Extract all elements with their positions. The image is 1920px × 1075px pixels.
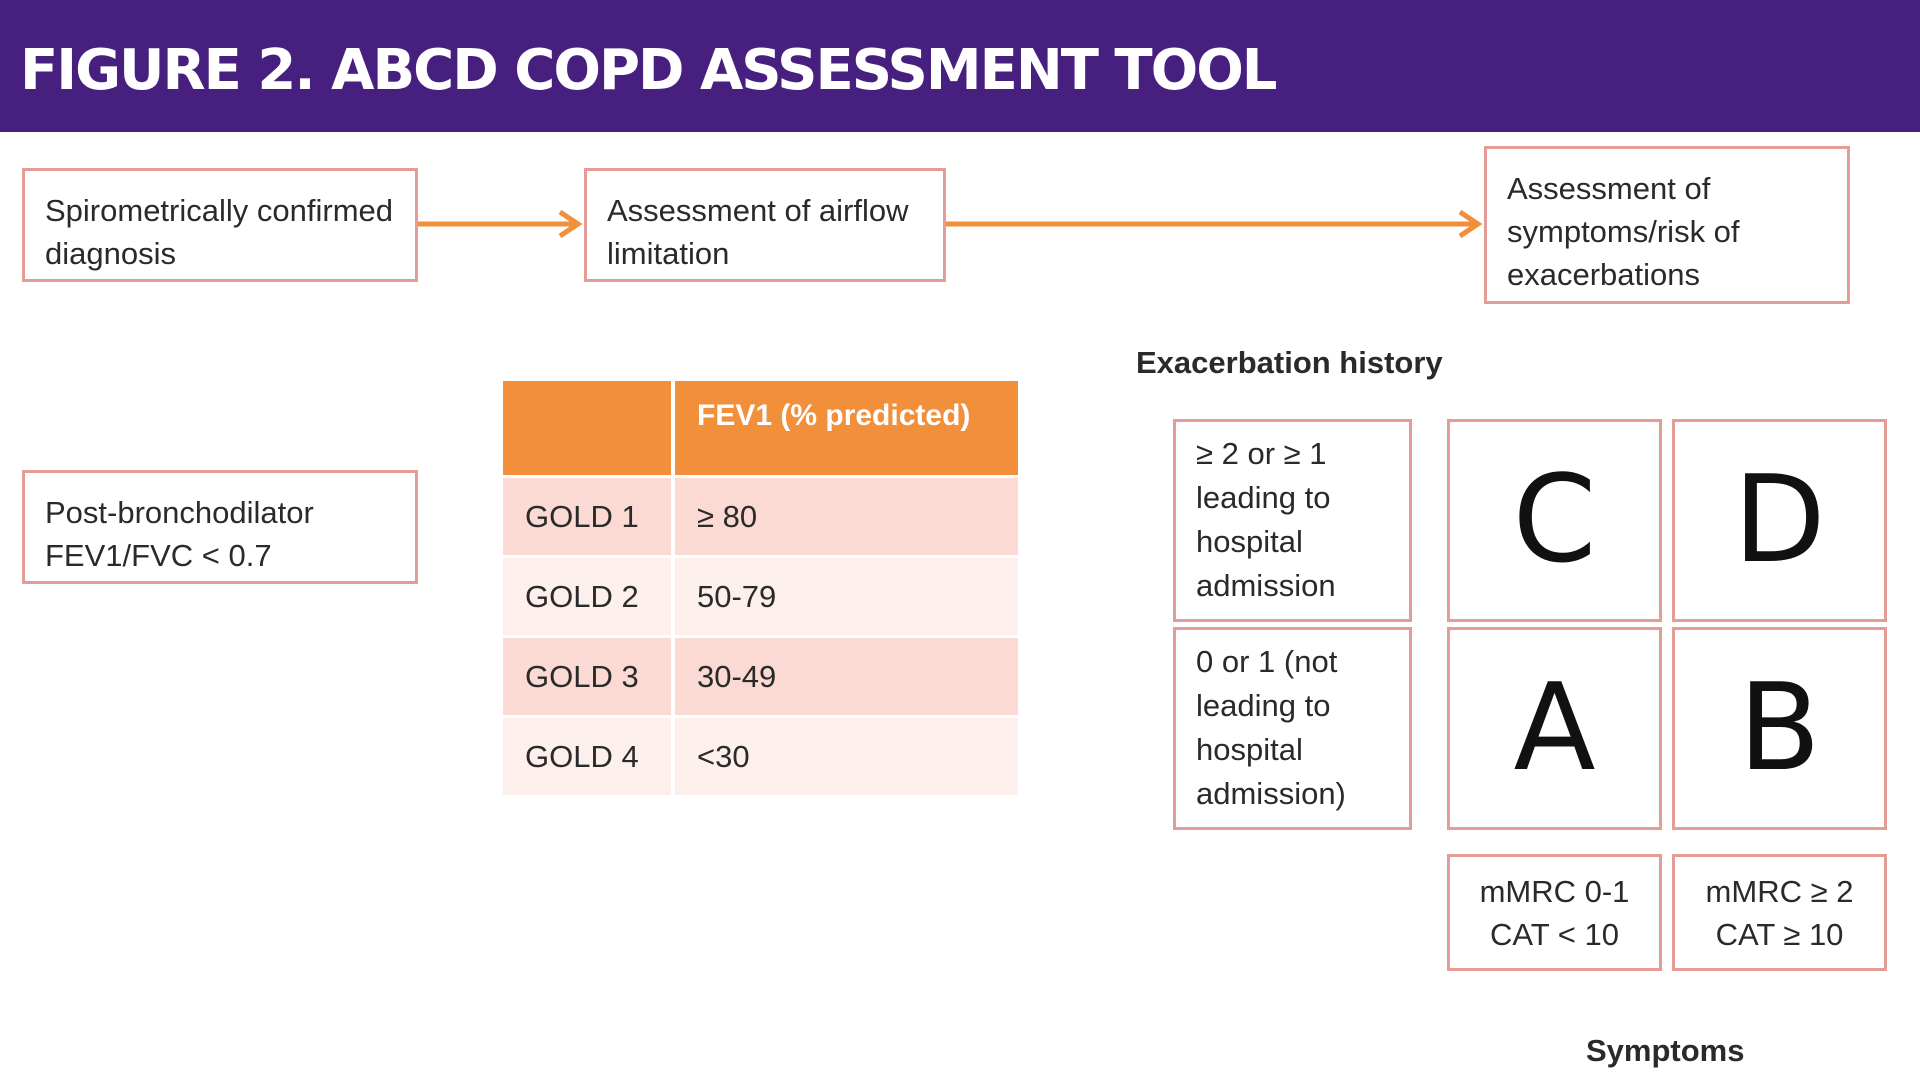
- table-header-fev1: FEV1 (% predicted): [675, 381, 1018, 475]
- gold-grade-cell: GOLD 3: [503, 635, 675, 715]
- gold-grade-table: FEV1 (% predicted) GOLD 1 ≥ 80 GOLD 2 50…: [503, 381, 1018, 795]
- fev1-value-cell: 30-49: [675, 635, 1018, 715]
- symptoms-low-label: mMRC 0-1 CAT < 10: [1447, 854, 1662, 971]
- group-b-letter: B: [1738, 659, 1821, 798]
- table-row: GOLD 1 ≥ 80: [503, 475, 1018, 555]
- step-spirometric-diagnosis-text: Spirometrically confirmed diagnosis: [45, 193, 393, 271]
- figure-title: FIGURE 2. ABCD COPD ASSESSMENT TOOL: [20, 38, 1277, 103]
- arrow-airflow-to-symptoms: [946, 209, 1483, 239]
- group-b-cell: B: [1672, 627, 1887, 830]
- exacerbation-low-risk-text: 0 or 1 (not leading to hospital admissio…: [1196, 644, 1346, 811]
- group-d-cell: D: [1672, 419, 1887, 622]
- fev1-value-cell: <30: [675, 715, 1018, 795]
- step-airflow-assessment: Assessment of airflow limitation: [584, 168, 946, 282]
- exacerbation-high-risk-label: ≥ 2 or ≥ 1 leading to hospital admission: [1173, 419, 1412, 622]
- symptoms-low-mmrc: mMRC 0-1: [1479, 873, 1630, 909]
- step-symptoms-risk-assessment: Assessment of symptoms/risk of exacerbat…: [1484, 146, 1850, 304]
- symptoms-high-cat: CAT ≥ 10: [1715, 916, 1844, 952]
- fev1-value-cell: 50-79: [675, 555, 1018, 635]
- group-d-letter: D: [1733, 451, 1826, 590]
- exacerbation-high-risk-text: ≥ 2 or ≥ 1 leading to hospital admission: [1196, 436, 1336, 603]
- symptoms-axis-title: Symptoms: [1586, 1033, 1745, 1068]
- symptoms-high-mmrc: mMRC ≥ 2: [1705, 873, 1854, 909]
- table-header-blank: [503, 381, 675, 475]
- group-c-letter: C: [1512, 451, 1597, 590]
- table-row: GOLD 3 30-49: [503, 635, 1018, 715]
- step-spirometric-diagnosis: Spirometrically confirmed diagnosis: [22, 168, 418, 282]
- symptoms-high-label: mMRC ≥ 2 CAT ≥ 10: [1672, 854, 1887, 971]
- table-row: GOLD 2 50-79: [503, 555, 1018, 635]
- exacerbation-history-title: Exacerbation history: [1136, 345, 1443, 380]
- table-row: GOLD 4 <30: [503, 715, 1018, 795]
- group-a-letter: A: [1513, 659, 1596, 798]
- gold-grade-cell: GOLD 4: [503, 715, 675, 795]
- arrow-diagnosis-to-airflow: [418, 209, 583, 239]
- group-a-cell: A: [1447, 627, 1662, 830]
- title-banner: FIGURE 2. ABCD COPD ASSESSMENT TOOL: [0, 0, 1920, 132]
- step-airflow-assessment-text: Assessment of airflow limitation: [607, 193, 909, 271]
- table-header-row: FEV1 (% predicted): [503, 381, 1018, 475]
- symptoms-low-cat: CAT < 10: [1490, 916, 1619, 952]
- step-symptoms-risk-assessment-text: Assessment of symptoms/risk of exacerbat…: [1507, 171, 1740, 292]
- gold-grade-cell: GOLD 2: [503, 555, 675, 635]
- exacerbation-low-risk-label: 0 or 1 (not leading to hospital admissio…: [1173, 627, 1412, 830]
- gold-grade-cell: GOLD 1: [503, 475, 675, 555]
- group-c-cell: C: [1447, 419, 1662, 622]
- criterion-fev1-fvc-text: Post-bronchodilator FEV1/FVC < 0.7: [45, 495, 314, 573]
- criterion-fev1-fvc: Post-bronchodilator FEV1/FVC < 0.7: [22, 470, 418, 584]
- fev1-value-cell: ≥ 80: [675, 475, 1018, 555]
